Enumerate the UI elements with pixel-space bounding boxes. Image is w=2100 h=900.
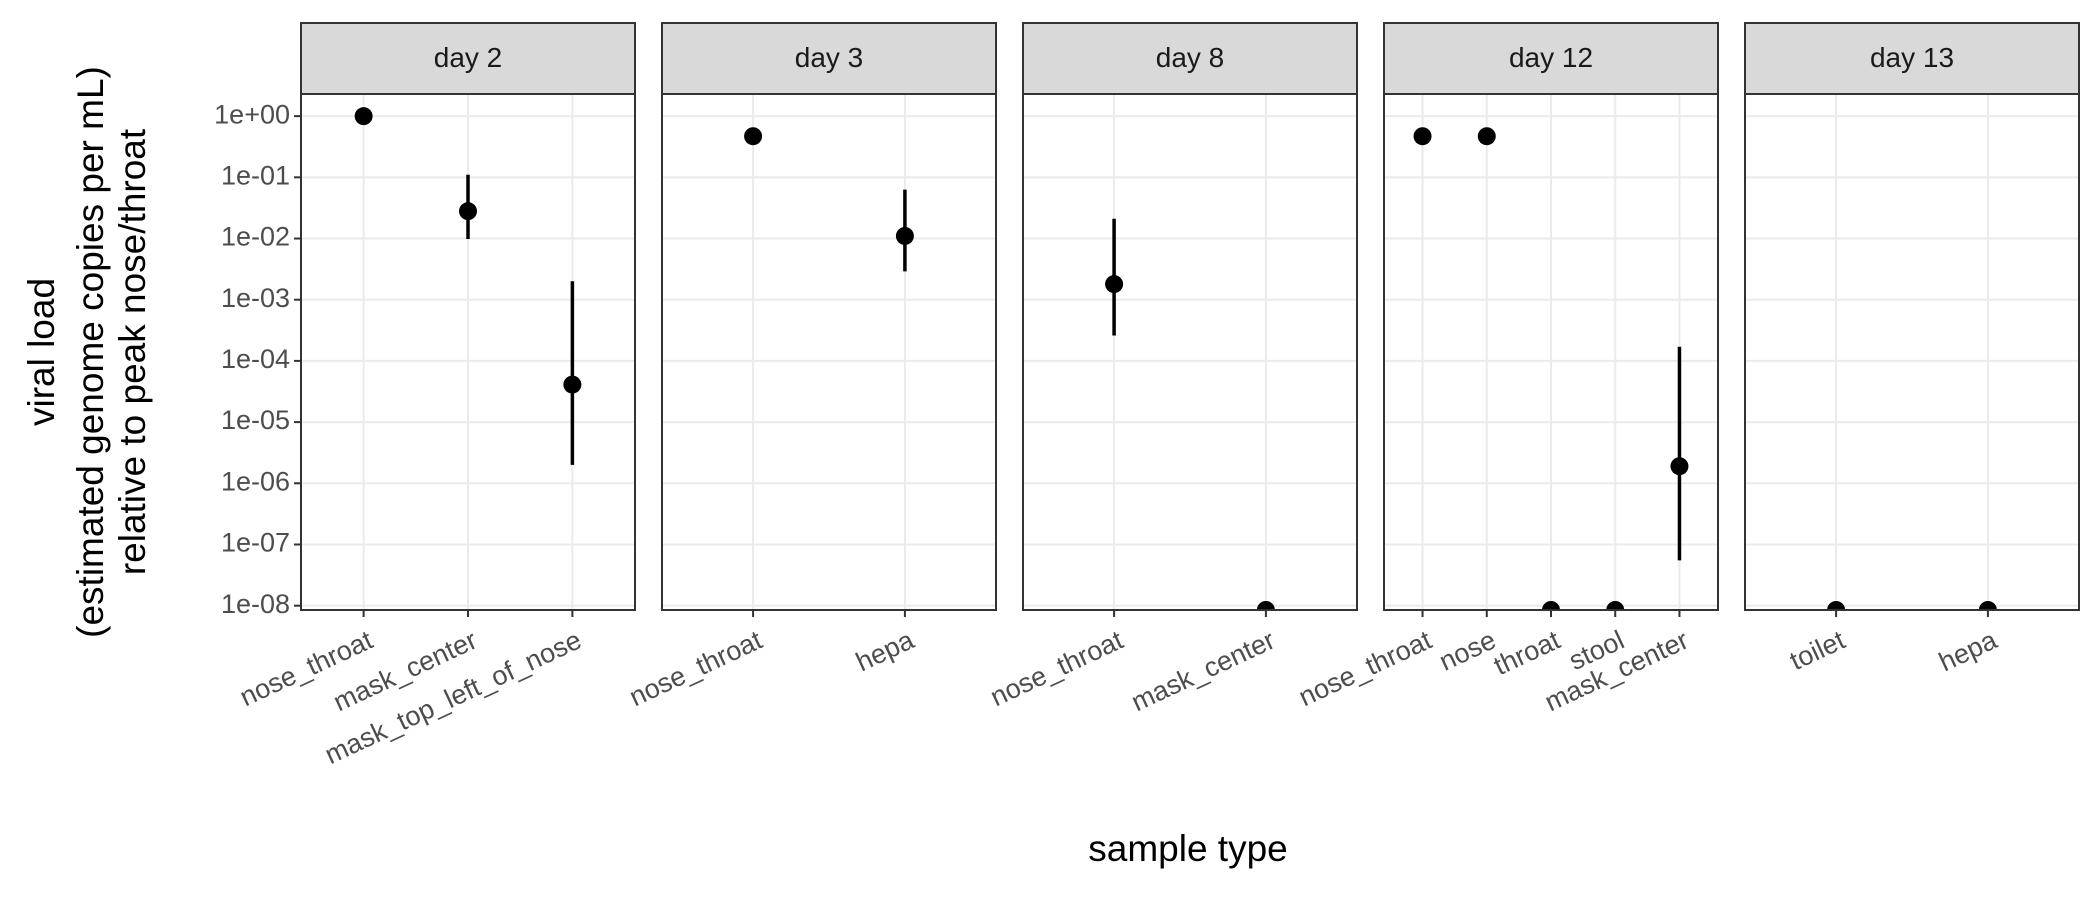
point [1978,601,1997,610]
point [1542,601,1560,610]
panel-marks [1105,218,1275,610]
strip-label: day 12 [1509,42,1593,73]
x-tick-label: hepa [851,624,919,677]
y-axis-title: viral load [21,278,62,426]
point [1413,127,1432,146]
y-axis-title: (estimated genome copies per mL) [70,66,111,638]
panel-background [662,94,996,610]
y-tick-label: 1e-07 [221,528,290,558]
x-tick-label: nose_throat [625,624,767,712]
point [354,107,373,126]
y-tick-label: 1e-08 [221,589,290,619]
point [1827,601,1846,610]
panel-background [1745,94,2079,610]
point [1256,601,1275,610]
strip [1744,22,2080,95]
point [1606,601,1625,610]
panel-marks [744,127,914,272]
x-tick-label: toilet [1785,625,1850,677]
point [744,127,763,146]
point [1477,127,1496,146]
strip-label: day 8 [1156,42,1225,73]
y-axis-title: relative to peak nose/throat [112,128,153,575]
x-tick-label: hepa [1934,624,2002,677]
y-tick-label: 1e-04 [221,344,290,374]
panel-marks [1827,601,1997,610]
point [1670,457,1689,476]
y-tick-label: 1e-06 [221,466,290,496]
panel-marks [354,107,582,465]
point [895,226,914,245]
x-tick-label: nose_throat [1294,624,1436,712]
strip-label: day 3 [795,42,864,73]
strip-label: day 13 [1870,42,1954,73]
x-tick-label: nose [1435,625,1501,677]
strip [300,22,636,95]
y-tick-label: 1e+00 [214,99,290,129]
strip [1383,22,1719,95]
point [563,375,582,394]
panel-background [1023,94,1357,610]
panel-marks [1413,127,1689,610]
strip-label: day 2 [434,42,503,73]
x-axis-title: sample type [1088,828,1288,869]
point [459,202,477,221]
point [1105,275,1124,294]
x-tick-label: throat [1489,624,1565,681]
strip [661,22,997,95]
y-tick-label: 1e-01 [221,160,290,190]
y-tick-label: 1e-03 [221,283,290,313]
y-tick-label: 1e-02 [221,222,290,252]
strip [1022,22,1358,95]
x-tick-label: mask_center [1127,625,1280,718]
y-tick-label: 1e-05 [221,405,290,435]
x-tick-label: nose_throat [986,624,1128,712]
